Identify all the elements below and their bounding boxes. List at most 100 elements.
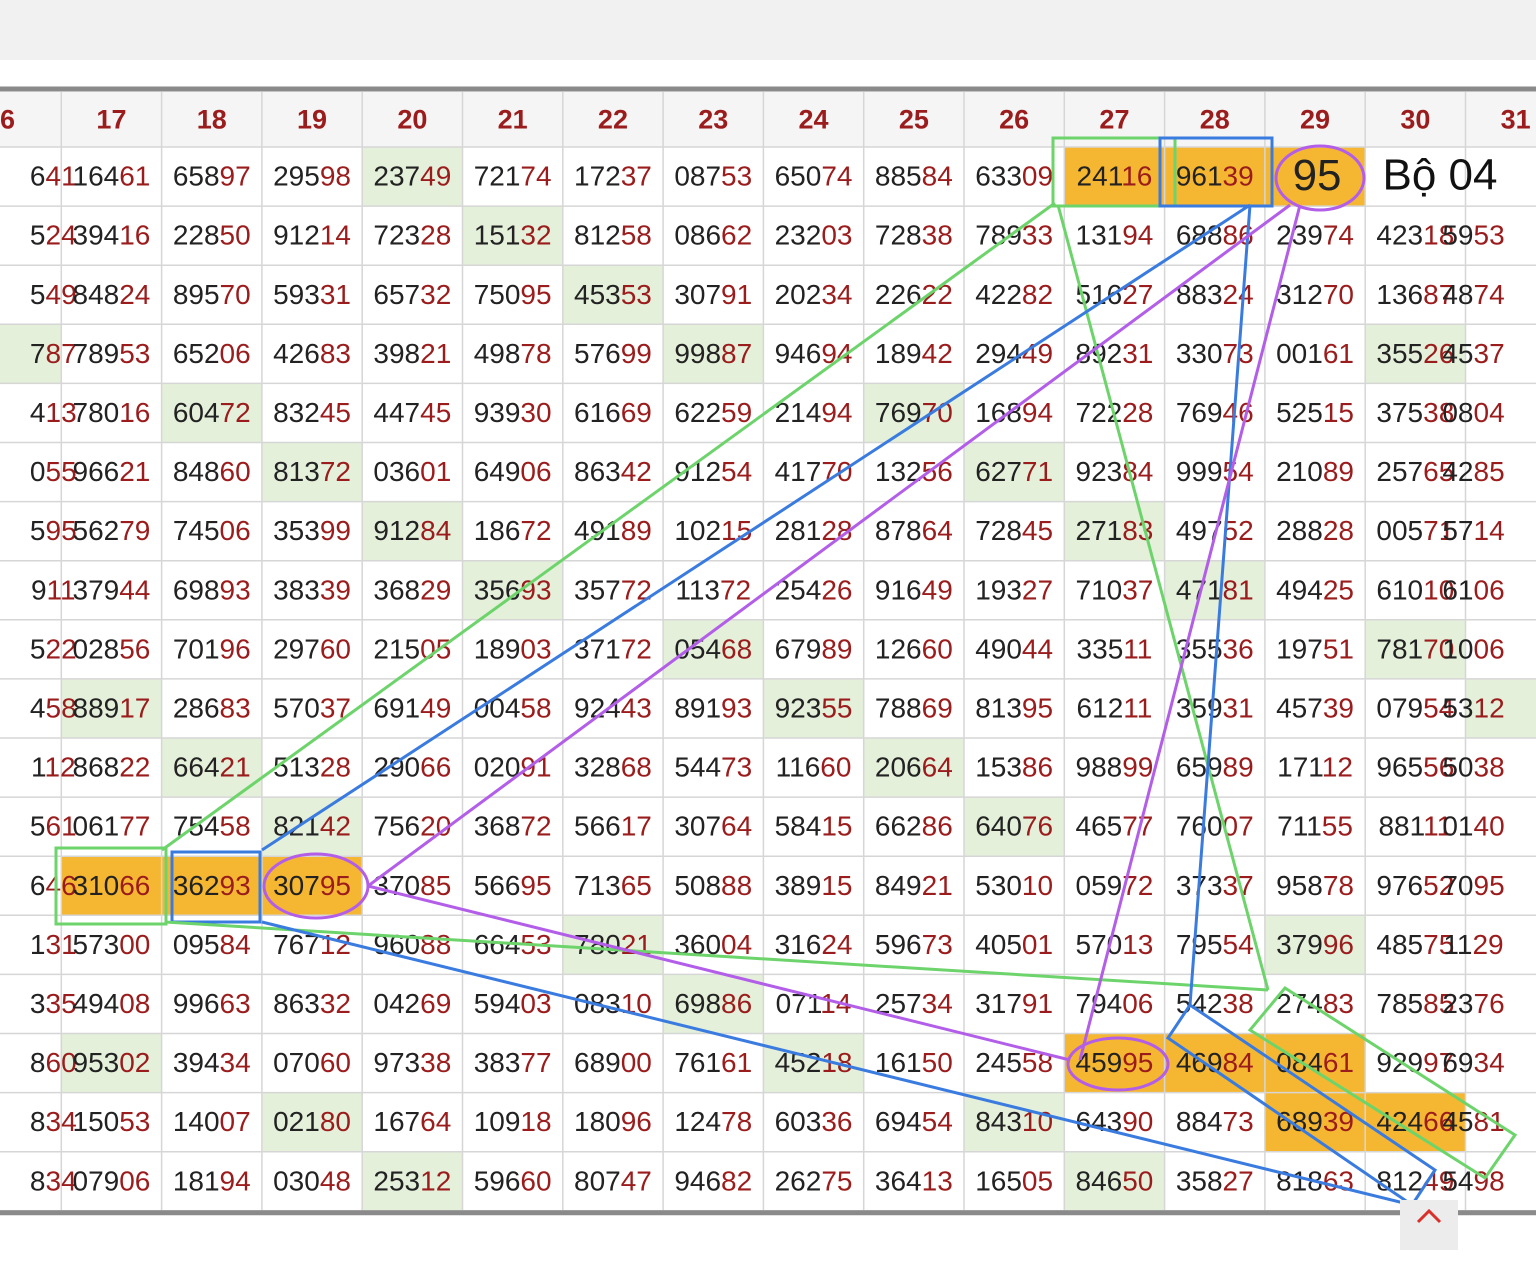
cell-value: 31791 [975, 988, 1053, 1019]
cell-value: 4874 [1442, 279, 1504, 310]
cell-value: 38915 [775, 870, 853, 901]
column-header: 19 [297, 105, 327, 135]
cell-value: 23749 [373, 161, 451, 192]
cell-value: 37996 [1276, 929, 1354, 960]
cell-value: 84310 [975, 1107, 1053, 1138]
cell-value: 21494 [775, 397, 853, 428]
cell-value: 834 [30, 1166, 77, 1197]
cell-value: 84860 [173, 456, 251, 487]
cell-value: 86332 [273, 988, 351, 1019]
cell-value: 57300 [73, 929, 151, 960]
cell-value: 33073 [1176, 338, 1254, 369]
cell-value: 36293 [173, 870, 251, 901]
cell-value: 56279 [73, 516, 151, 547]
column-header: 25 [899, 105, 929, 135]
cell-value: 29598 [273, 161, 351, 192]
cell-value: 25312 [373, 1166, 451, 1197]
cell-value: 19327 [975, 575, 1053, 606]
cell-value: 07060 [273, 1047, 351, 1078]
cell-value: 36829 [373, 575, 451, 606]
cell-value: 04269 [373, 988, 451, 1019]
cell-value: 17112 [1277, 752, 1353, 783]
cell-value: 23974 [1276, 220, 1354, 251]
cell-value: 30764 [674, 811, 752, 842]
cell-value: 75620 [373, 811, 451, 842]
cell-value: 59673 [875, 929, 953, 960]
cell-value: 29066 [373, 752, 451, 783]
cell-value: 42282 [975, 279, 1053, 310]
cell-value: 45995 [1076, 1047, 1154, 1078]
cell-value: 02856 [73, 634, 151, 665]
cell-value: 16894 [975, 397, 1053, 428]
cell-value: 39821 [373, 338, 451, 369]
cell-value: 70196 [173, 634, 251, 665]
cell-value: 29760 [273, 634, 351, 665]
cell-value: 834 [30, 1107, 77, 1138]
cell-value: 84824 [73, 279, 151, 310]
cell-value: 79554 [1176, 929, 1254, 960]
top-bar [0, 0, 1536, 60]
cell-value: 10918 [474, 1107, 552, 1138]
cell-value: 522 [30, 634, 77, 665]
cell-value: 69893 [173, 575, 251, 606]
column-header: 23 [698, 105, 728, 135]
cell-value: 413 [30, 397, 77, 428]
cell-value: 51328 [273, 752, 351, 783]
cell-value: 49044 [975, 634, 1053, 665]
cell-value: 16461 [73, 161, 151, 192]
column-header: 17 [96, 105, 126, 135]
cell-value: 35399 [273, 516, 351, 547]
cell-value: 50888 [674, 870, 752, 901]
cell-value: 35693 [474, 575, 552, 606]
cell-value: 92443 [574, 693, 652, 724]
cell-value: 86822 [73, 752, 151, 783]
cell-value: 549 [30, 279, 77, 310]
cell-value: 15386 [975, 752, 1053, 783]
cell-value: 98899 [1076, 752, 1154, 783]
cell-value: 36872 [474, 811, 552, 842]
cell-value: 09584 [173, 929, 251, 960]
cell-value: 28828 [1276, 516, 1354, 547]
cell-value: 641 [30, 161, 77, 192]
cell-value: 75095 [474, 279, 552, 310]
cell-value: 88111 [1378, 811, 1452, 842]
cell-value: 45353 [574, 279, 652, 310]
cell-value: 53010 [975, 870, 1053, 901]
cell-value: 65732 [373, 279, 451, 310]
cell-value: 60472 [173, 397, 251, 428]
cell-value: 72838 [875, 220, 953, 251]
cell-value: 39416 [73, 220, 151, 251]
cell-value: 42683 [273, 338, 351, 369]
cell-value: 39434 [173, 1047, 251, 1078]
cell-value: 95302 [73, 1047, 151, 1078]
cell-value: 20664 [875, 752, 953, 783]
cell-value: 78953 [73, 338, 151, 369]
cell-value: 595 [30, 516, 77, 547]
column-header: 29 [1300, 105, 1330, 135]
cell-value: 89570 [173, 279, 251, 310]
cell-value: 18903 [474, 634, 552, 665]
cell-value: 16505 [975, 1166, 1053, 1197]
cell-value: 59660 [474, 1166, 552, 1197]
cell-value: 45739 [1276, 693, 1354, 724]
cell-value: 88473 [1176, 1107, 1254, 1138]
cell-value: 92355 [775, 693, 853, 724]
cell-value: 56617 [574, 811, 652, 842]
cell-value: 26275 [775, 1166, 853, 1197]
cell-value: 84921 [875, 870, 953, 901]
cell-value: 59331 [273, 279, 351, 310]
column-header: 28 [1200, 105, 1230, 135]
cell-value: 86342 [574, 456, 652, 487]
cell-value: 61211 [1077, 693, 1153, 724]
cell-value: 93930 [474, 397, 552, 428]
cell-value: 96621 [73, 456, 151, 487]
cell-value: 03601 [373, 456, 451, 487]
scroll-top-button[interactable] [1400, 1200, 1458, 1250]
cell-value: 89193 [674, 693, 752, 724]
cell-value: 64076 [975, 811, 1053, 842]
cell-value: 66421 [173, 752, 251, 783]
cell-value: 36413 [875, 1166, 953, 1197]
cell-value: 5714 [1442, 516, 1504, 547]
cell-value: 91214 [273, 220, 351, 251]
cell-value: 6106 [1442, 575, 1504, 606]
